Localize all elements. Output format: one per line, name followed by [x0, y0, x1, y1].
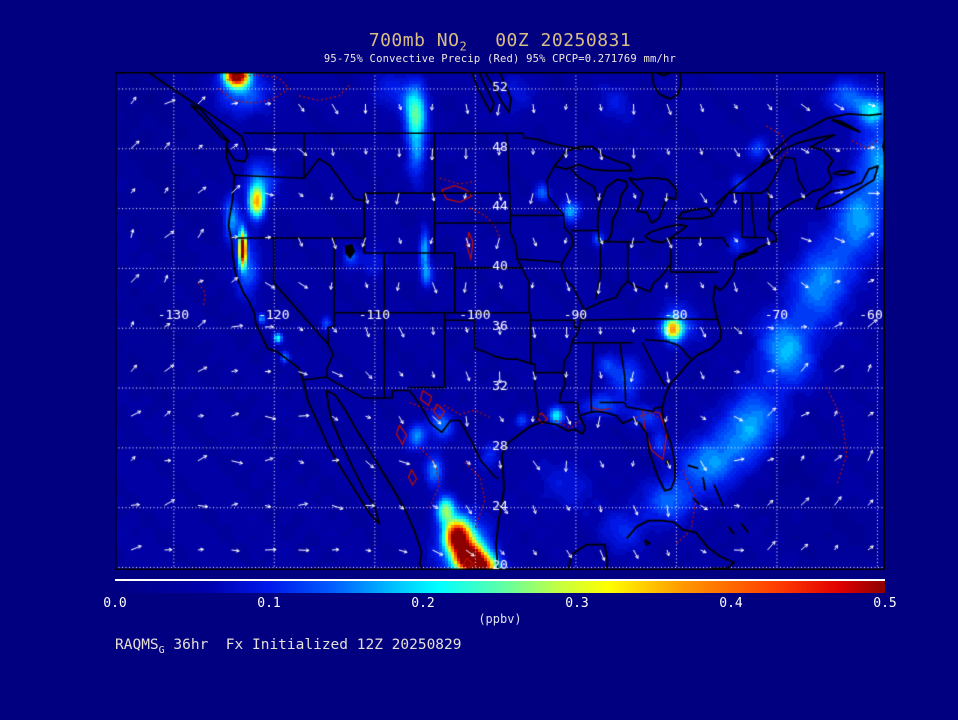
- colorbar-tick-label: 0.5: [873, 596, 897, 611]
- title-variable: 700mb NO: [368, 30, 460, 51]
- title-subscript: 2: [459, 39, 468, 54]
- map-canvas: [115, 72, 885, 570]
- chart-title: 700mb NO2 00Z 20250831: [115, 30, 885, 54]
- colorbar-tick-label: 0.3: [565, 596, 589, 611]
- colorbar-tick-label: 0.2: [411, 596, 435, 611]
- colorbar-tick-label: 0.1: [257, 596, 281, 611]
- colorbar-tick-label: 0.4: [719, 596, 743, 611]
- colorbar-gradient: [115, 579, 885, 593]
- title-datetime: 00Z 20250831: [495, 30, 632, 51]
- model-version-subscript: G: [158, 644, 165, 656]
- colorbar-ticks: 0.0 0.1 0.2 0.3 0.4 0.5: [103, 596, 896, 611]
- model-run-details: 36hr Fx Initialized 12Z 20250829: [164, 637, 462, 653]
- model-name: RAQMS: [115, 637, 159, 653]
- model-info: RAQMSG 36hr Fx Initialized 12Z 20250829: [115, 637, 462, 656]
- colorbar-tick-label: 0.0: [103, 596, 127, 611]
- colorbar-unit-label: (ppbv): [478, 612, 522, 626]
- chart-subtitle: 95-75% Convective Precip (Red) 95% CPCP=…: [323, 53, 677, 65]
